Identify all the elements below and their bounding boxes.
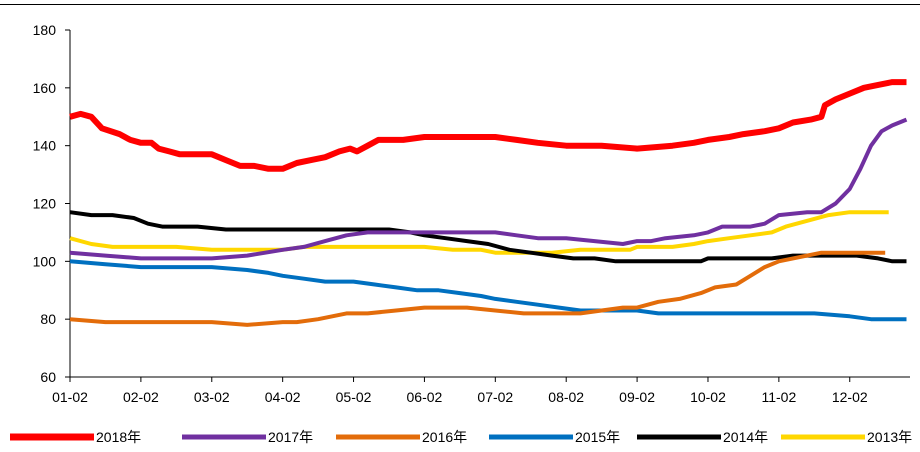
legend-label: 2015年 xyxy=(575,429,620,445)
series-line-2015年 xyxy=(69,259,907,322)
series-line-2016年 xyxy=(69,250,886,327)
series-line-2014年 xyxy=(69,210,907,264)
x-tick-label: 11-02 xyxy=(761,389,796,405)
x-tick-label: 05-02 xyxy=(336,389,372,405)
x-tick-label: 02-02 xyxy=(123,389,159,405)
y-tick-label: 180 xyxy=(33,22,57,38)
y-tick-label: 140 xyxy=(33,138,57,154)
legend-label: 2013年 xyxy=(867,429,912,445)
x-tick-label: 04-02 xyxy=(265,389,301,405)
x-tick-label: 10-02 xyxy=(690,389,726,405)
x-tick-label: 12-02 xyxy=(832,389,868,405)
x-tick-label: 03-02 xyxy=(194,389,230,405)
axes: 60 80 100 120 140 160 180 01-02 02-02 03-02 04-02 0… xyxy=(33,22,910,405)
legend: 2018年 2017年 2016年 2015年 2014年 2013年 xyxy=(10,429,912,445)
x-tick-label: 08-02 xyxy=(548,389,584,405)
legend-label: 2016年 xyxy=(422,429,467,445)
series-line-2017年 xyxy=(69,117,908,261)
series-lines xyxy=(69,79,908,327)
top-rule xyxy=(0,4,920,5)
y-tick-label: 80 xyxy=(40,311,56,327)
legend-label: 2018年 xyxy=(96,429,141,445)
x-tick-label: 09-02 xyxy=(619,389,655,405)
x-tick-label: 07-02 xyxy=(477,389,513,405)
y-tick-label: 100 xyxy=(33,253,57,269)
y-tick-label: 120 xyxy=(33,196,57,212)
legend-label: 2014年 xyxy=(723,429,768,445)
y-tick-label: 60 xyxy=(40,369,56,385)
y-tick-label: 160 xyxy=(33,80,57,96)
x-tick-label: 01-02 xyxy=(52,389,88,405)
series-line-2018年 xyxy=(69,79,907,172)
legend-label: 2017年 xyxy=(268,429,313,445)
x-tick-label: 06-02 xyxy=(407,389,443,405)
